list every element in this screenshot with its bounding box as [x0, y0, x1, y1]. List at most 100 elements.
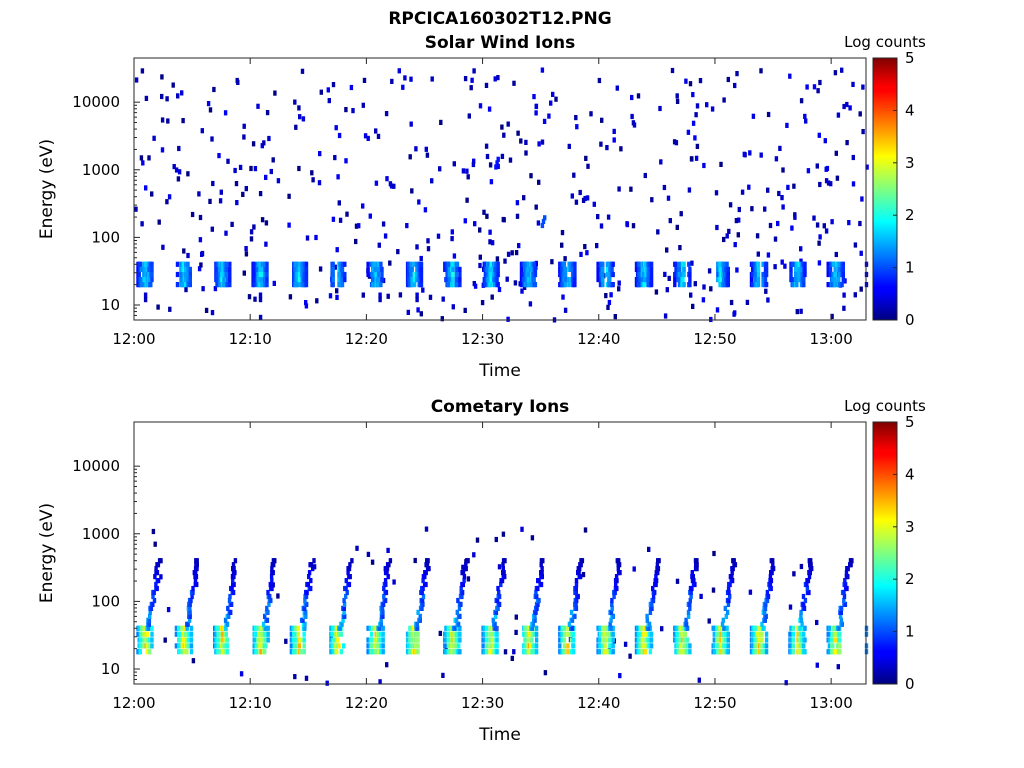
spectrogram-cell: [807, 574, 812, 580]
spectrogram-cell: [187, 631, 191, 637]
spectrogram-cell: [458, 631, 462, 637]
spectrogram-cell: [519, 282, 524, 288]
spectrogram-cell: [379, 631, 383, 637]
spectrogram-cell: [494, 536, 498, 543]
spectrogram-cell: [773, 236, 778, 242]
spectrogram-cell: [721, 643, 726, 649]
spectrogram-cell: [269, 597, 273, 604]
spectrogram-cell: [533, 282, 538, 288]
spectrogram-cell: [547, 113, 551, 119]
colorbar-tick-label: 2: [905, 206, 915, 224]
spectrogram-cell: [536, 601, 540, 607]
spectrogram-cell: [386, 293, 390, 299]
spectrogram-cell: [638, 261, 642, 267]
spectrogram-cell: [383, 597, 388, 604]
spectrogram-cell: [798, 649, 802, 655]
spectrogram-cell: [598, 625, 603, 631]
x-tick-label: 12:20: [345, 330, 388, 348]
spectrogram-cell: [340, 277, 345, 283]
spectrogram-cell: [165, 199, 169, 205]
spectrogram-cell: [640, 266, 644, 272]
spectrogram-cell: [420, 589, 424, 596]
spectrogram-cell: [331, 649, 335, 655]
spectrogram-cell: [512, 649, 516, 655]
spectrogram-cell: [272, 562, 276, 568]
spectrogram-cell: [147, 637, 152, 643]
spectrogram-cell: [382, 593, 386, 600]
spectrogram-cell: [331, 216, 336, 222]
spectrogram-cell: [649, 261, 654, 267]
spectrogram-cell: [809, 562, 813, 568]
spectrogram-cell: [265, 282, 269, 288]
spectrogram-cell: [567, 143, 571, 149]
spectrogram-cell: [452, 161, 456, 167]
spectrogram-cell: [380, 271, 384, 278]
spectrogram-cell: [161, 244, 165, 250]
spectrogram-cell: [844, 570, 849, 576]
spectrogram-cell: [450, 236, 454, 242]
spectrogram-cell: [419, 277, 424, 283]
spectrogram-cell: [374, 180, 379, 186]
spectrogram-cell: [541, 558, 545, 564]
spectrogram-cell: [460, 593, 464, 600]
spectrogram-cell: [612, 593, 616, 600]
spectrogram-cell: [797, 271, 801, 278]
spectrogram-cell: [139, 625, 144, 631]
spectrogram-cell: [186, 252, 190, 259]
spectrogram-cell: [688, 271, 692, 278]
spectrogram-cell: [230, 585, 234, 592]
spectrogram-cell: [612, 128, 616, 134]
spectrogram-cell: [287, 222, 291, 228]
spectrogram-cell: [252, 277, 256, 283]
spectrogram-cell: [534, 204, 538, 210]
spectrogram-cell: [562, 643, 567, 649]
spectrogram-cell: [146, 271, 151, 278]
spectrogram-cell: [707, 618, 711, 624]
spectrogram-cell: [539, 581, 544, 588]
spectrogram-cell: [225, 271, 230, 278]
spectrogram-cell: [503, 558, 507, 564]
spectrogram-cell: [331, 277, 335, 283]
spectrogram-cell: [253, 296, 257, 302]
spectrogram-cell: [335, 247, 339, 253]
spectrogram-cell: [726, 76, 730, 83]
spectrogram-cell: [748, 150, 752, 156]
spectrogram-cell: [678, 245, 682, 251]
spectrogram-cell: [326, 87, 330, 93]
spectrogram-cell: [647, 546, 651, 552]
spectrogram-cell: [198, 237, 203, 243]
spectrogram-cell: [781, 167, 785, 173]
spectrogram-cell: [264, 241, 268, 247]
spectrogram-cell: [482, 631, 486, 637]
spectrogram-cell: [376, 282, 381, 288]
spectrogram-cell: [678, 649, 683, 655]
spectrogram-cell: [843, 581, 848, 588]
spectrogram-cell: [134, 77, 139, 83]
spectrogram-cell: [197, 191, 201, 197]
spectrogram-cell: [242, 123, 246, 129]
spectrogram-cell: [312, 564, 317, 570]
spectrogram-cell: [491, 643, 496, 649]
spectrogram-cell: [603, 637, 607, 643]
spectrogram-cell: [803, 649, 807, 655]
spectrogram-cell: [688, 597, 692, 604]
spectrogram-cell: [601, 261, 605, 267]
spectrogram-cell: [381, 631, 385, 637]
spectrogram-cell: [570, 617, 575, 623]
spectrogram-cell: [157, 219, 161, 225]
spectrogram-cell: [375, 277, 380, 283]
figure-title: RPCICA160302T12.PNG: [388, 9, 611, 29]
spectrogram-cell: [150, 266, 154, 272]
spectrogram-cell: [845, 140, 849, 146]
spectrogram-cell: [480, 300, 485, 306]
spectrogram-cell: [707, 268, 712, 274]
spectrogram-cell: [385, 176, 389, 182]
spectrogram-cell: [189, 637, 194, 643]
spectrogram-cell: [458, 649, 462, 655]
spectrogram-cell: [456, 597, 460, 604]
spectrogram-cell: [244, 246, 248, 252]
spectrogram-cell: [616, 566, 620, 572]
spectrogram-cell: [614, 574, 619, 580]
spectrogram-cell: [331, 261, 335, 267]
spectrogram-cell: [698, 78, 703, 84]
